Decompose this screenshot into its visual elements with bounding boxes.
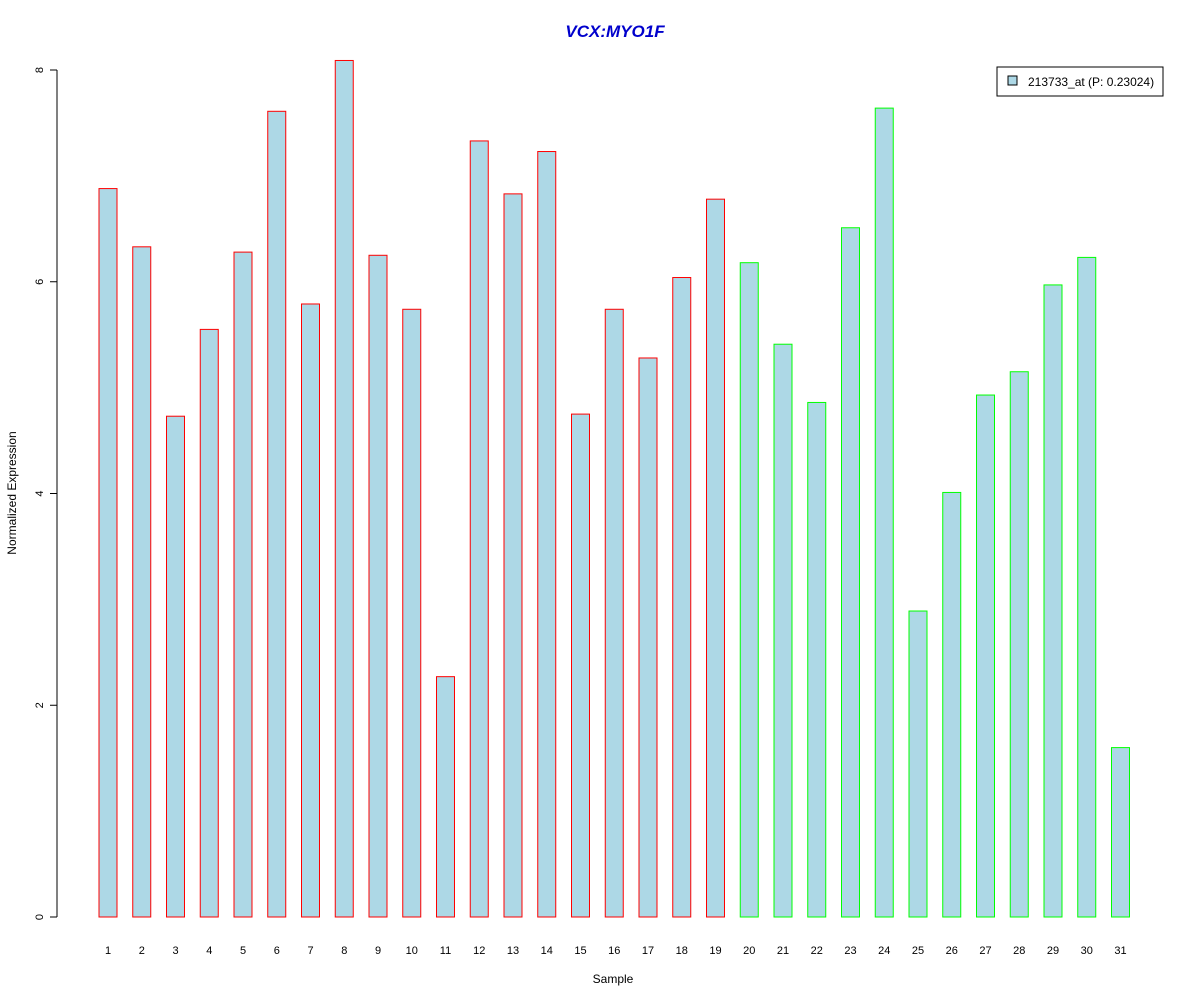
x-tick-label: 21	[777, 945, 789, 957]
bar	[537, 151, 557, 918]
bar	[942, 491, 962, 918]
x-tick-label: 2	[139, 945, 145, 957]
x-tick-label: 3	[172, 945, 178, 957]
bar	[638, 357, 658, 918]
x-tick-label: 20	[743, 945, 755, 957]
bar	[233, 251, 253, 918]
x-tick-label: 30	[1081, 945, 1093, 957]
bar	[368, 254, 388, 918]
bar	[98, 188, 118, 918]
x-tick-label: 17	[642, 945, 654, 957]
bar	[301, 303, 320, 918]
x-tick-label: 14	[541, 945, 553, 957]
x-tick-label: 29	[1047, 945, 1059, 957]
x-tick-label: 8	[341, 945, 347, 957]
bar	[976, 394, 995, 918]
y-axis-label: Normalized Expression	[5, 431, 19, 554]
x-tick-label: 25	[912, 945, 924, 957]
bars-group	[98, 59, 1130, 918]
bar	[166, 415, 185, 918]
x-axis-label: Sample	[593, 972, 634, 986]
bar	[199, 328, 219, 918]
bar	[469, 140, 489, 918]
bar	[1043, 284, 1063, 918]
y-tick-label: 4	[34, 490, 46, 496]
bar	[672, 277, 692, 918]
legend-swatch	[1007, 75, 1018, 86]
bar	[132, 246, 152, 918]
x-tick-labels: 1 2 3 4 5 6 7 8 9 10 11 12 13 14 15 16 17 18 19 20 21 22 23 24 2…	[105, 945, 1127, 957]
bar	[739, 262, 759, 918]
y-axis: 0 2 4 6 8	[34, 67, 58, 920]
bar	[503, 193, 523, 918]
bar	[1111, 747, 1130, 918]
x-tick-label: 27	[979, 945, 991, 957]
x-tick-label: 1	[105, 945, 111, 957]
x-tick-label: 26	[946, 945, 958, 957]
chart-title: VCX:MYO1F	[565, 22, 665, 41]
x-tick-label: 31	[1114, 945, 1126, 957]
bar	[908, 610, 928, 918]
bar	[436, 676, 455, 918]
bar	[604, 308, 624, 918]
x-tick-label: 10	[406, 945, 418, 957]
x-tick-label: 16	[608, 945, 620, 957]
y-tick-label: 8	[34, 67, 46, 73]
x-tick-label: 13	[507, 945, 519, 957]
x-tick-label: 4	[206, 945, 212, 957]
y-tick-label: 0	[34, 914, 46, 920]
legend-label: 213733_at (P: 0.23024)	[1028, 75, 1154, 89]
bar	[874, 107, 894, 918]
x-tick-label: 24	[878, 945, 890, 957]
bar	[841, 227, 860, 918]
bar	[706, 198, 725, 918]
bar	[334, 59, 354, 918]
bar	[571, 413, 590, 918]
x-tick-label: 6	[274, 945, 280, 957]
x-tick-label: 22	[811, 945, 823, 957]
legend-box	[996, 66, 1164, 97]
legend: 213733_at (P: 0.23024)	[996, 66, 1164, 97]
x-tick-label: 12	[473, 945, 485, 957]
x-tick-label: 19	[709, 945, 721, 957]
bar	[1077, 256, 1097, 918]
x-tick-label: 18	[676, 945, 688, 957]
bar	[807, 401, 827, 918]
bar	[402, 308, 422, 918]
x-tick-label: 7	[307, 945, 313, 957]
x-tick-label: 11	[440, 945, 451, 957]
x-tick-label: 28	[1013, 945, 1025, 957]
x-tick-label: 15	[574, 945, 586, 957]
bar	[1009, 371, 1029, 918]
x-tick-label: 5	[240, 945, 246, 957]
y-tick-label: 2	[34, 702, 46, 708]
bar	[267, 110, 287, 918]
bar	[773, 343, 793, 918]
x-tick-label: 23	[844, 945, 856, 957]
y-tick-label: 6	[34, 279, 46, 285]
x-tick-label: 9	[375, 945, 381, 957]
